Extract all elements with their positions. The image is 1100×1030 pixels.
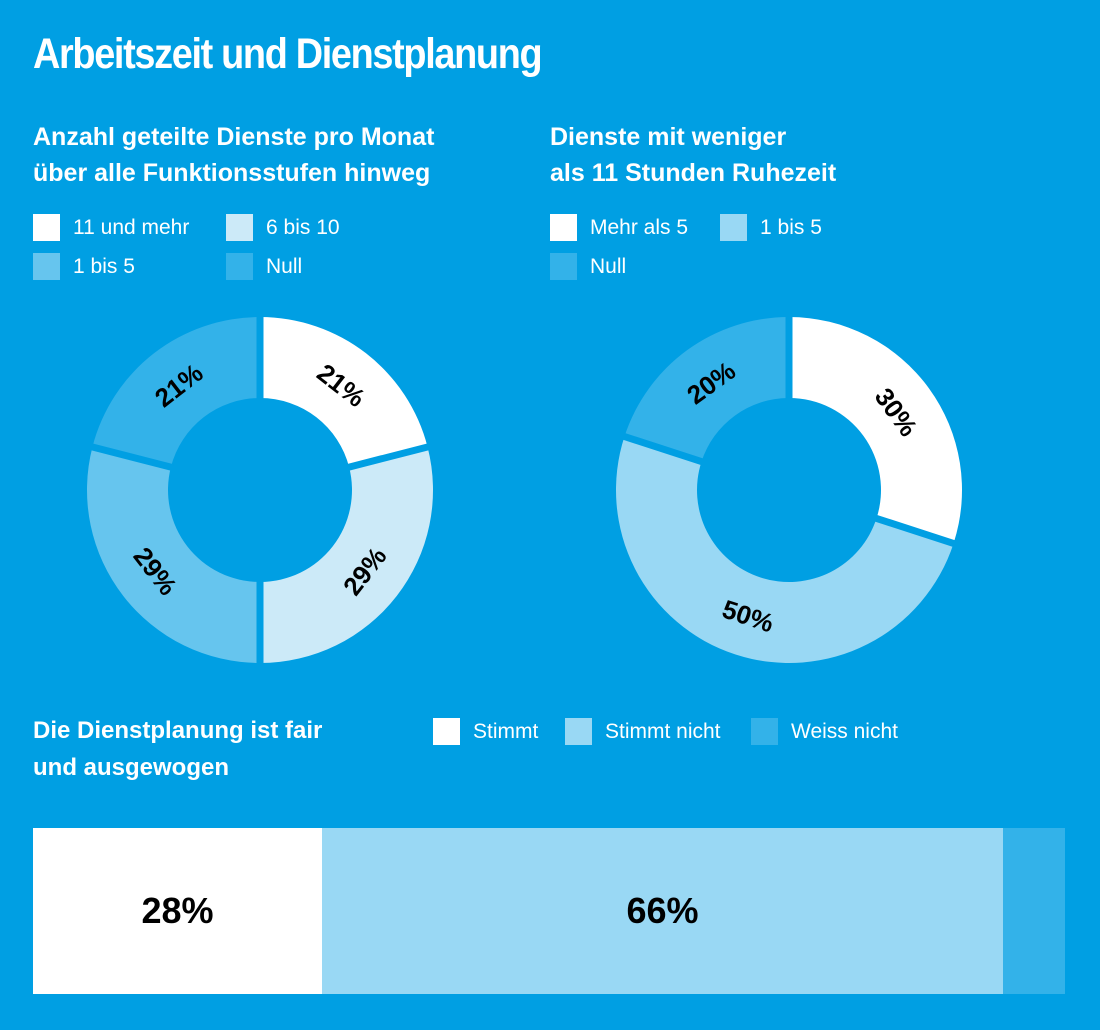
donut-slice (789, 317, 962, 544)
legend-label: Null (590, 254, 627, 278)
donut-slice (624, 317, 789, 462)
legend-item: 1 bis 5 (33, 253, 135, 280)
chart3-title-line2: und ausgewogen (33, 754, 230, 781)
legend-swatch (226, 214, 253, 241)
legend-item: Weiss nicht (751, 718, 898, 745)
donut-slice (260, 317, 428, 468)
legend-swatch (550, 214, 577, 241)
page-title: Arbeitszeit und Dienstplanung (33, 30, 543, 78)
legend-item: 1 bis 5 (720, 214, 822, 241)
donut-slice (616, 436, 954, 663)
bar-segment-stimmt: 28% (33, 828, 322, 994)
legend-label: 6 bis 10 (266, 215, 340, 239)
legend-swatch (33, 253, 60, 280)
legend-item: Stimmt nicht (565, 718, 721, 745)
legend-label: Stimmt nicht (605, 719, 721, 743)
slice-gap (346, 443, 431, 472)
legend-label: 1 bis 5 (760, 215, 822, 239)
chart2-title-line1: Dienste mit weniger (550, 123, 787, 151)
donut-1: 21%29%29%21% (86, 315, 433, 665)
slice-gap (621, 432, 705, 466)
legend-swatch (565, 718, 592, 745)
chart1-title-line2: über alle Funktionsstufen hinweg (33, 159, 431, 187)
legend-swatch (550, 253, 577, 280)
donut-slice (86, 446, 260, 663)
legend-swatch (33, 214, 60, 241)
bar-segment-weiss-nicht (1003, 828, 1065, 994)
chart3-title-line1: Die Dienstplanung ist fair (33, 717, 323, 744)
legend-label: Stimmt (473, 719, 539, 743)
legend-item: Stimmt (433, 718, 538, 745)
legend-swatch (720, 214, 747, 241)
stacked-bar-chart: 28% 66% (33, 828, 1065, 994)
legend-swatch (751, 718, 778, 745)
legend-swatch (226, 253, 253, 280)
legend-item: 11 und mehr (33, 214, 189, 241)
chart2-title-line2: als 11 Stunden Ruhezeit (550, 159, 837, 187)
bar-label: 66% (626, 890, 699, 931)
legend-label: Null (266, 254, 303, 278)
chart1-title-line1: Anzahl geteilte Dienste pro Monat (33, 123, 435, 151)
legend-item: 6 bis 10 (226, 214, 340, 241)
donut-slice (92, 317, 260, 468)
bar-label: 28% (141, 890, 214, 931)
bar-segment-stimmt-nicht: 66% (321, 828, 1004, 994)
legend-item: Null (226, 253, 302, 280)
chart1-title: Anzahl geteilte Dienste pro Monat über a… (33, 119, 434, 191)
slice-gap (873, 514, 957, 548)
legend-label: 11 und mehr (73, 215, 190, 239)
donut-chart-1: 21%29%29%21% 30%50%20% (86, 315, 962, 665)
legend-label: Weiss nicht (791, 719, 898, 743)
legend-label: 1 bis 5 (73, 254, 135, 278)
legend-label: Mehr als 5 (590, 215, 689, 239)
slice-gap (89, 443, 174, 472)
legend-item: Mehr als 5 (550, 214, 688, 241)
legend-swatch (433, 718, 460, 745)
donut-slice (260, 446, 433, 663)
chart2-title: Dienste mit weniger als 11 Stunden Ruhez… (550, 119, 836, 191)
donut-2: 30%50%20% (616, 315, 962, 663)
legend-item: Null (550, 253, 626, 280)
chart3-title: Die Dienstplanung ist fair und ausgewoge… (33, 712, 322, 786)
